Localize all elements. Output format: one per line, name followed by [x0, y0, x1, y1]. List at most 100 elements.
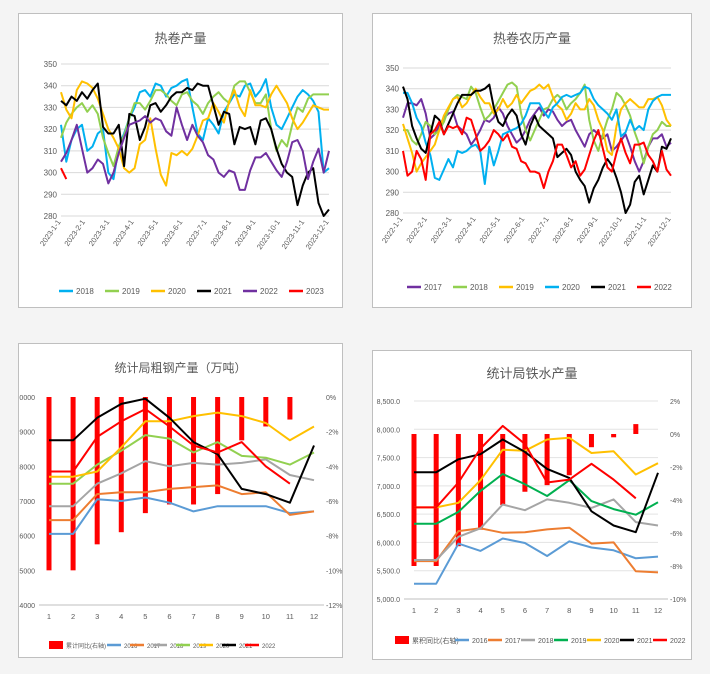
- y-tick-label: 5,000.0: [377, 597, 400, 604]
- bar-cumulative-yoy: [239, 397, 245, 441]
- legend-label: 2021: [608, 283, 626, 292]
- y-tick-label: 7,000.0: [377, 484, 400, 491]
- x-tick-label: 2023-10-1: [255, 218, 282, 251]
- bar-cumulative-yoy: [263, 397, 269, 427]
- y-tick-label: 6,000.0: [377, 540, 400, 547]
- y-tick-label: 9000: [19, 430, 35, 437]
- x-tick-label: 1: [412, 606, 416, 615]
- x-tick-label: 6: [167, 612, 171, 621]
- y-tick-label: 6000: [19, 534, 35, 541]
- x-tick-label: 2022-9-1: [575, 215, 600, 245]
- legend-swatch: [395, 636, 409, 644]
- series-line-2018: [60, 78, 330, 181]
- x-tick-label: 1: [47, 612, 51, 621]
- bar-cumulative-yoy: [500, 434, 506, 505]
- y2-tick-label: -10%: [670, 597, 686, 604]
- y-tick-label: 320: [44, 125, 58, 134]
- legend-label: 2017: [147, 644, 161, 650]
- y-tick-label: 7,500.0: [377, 456, 400, 463]
- legend-label: 2020: [604, 638, 620, 645]
- bar-cumulative-yoy: [544, 434, 550, 486]
- legend-label: 2022: [262, 644, 276, 650]
- x-tick-label: 3: [95, 612, 99, 621]
- legend-label: 2020: [216, 644, 230, 650]
- x-tick-label: 2022-4-1: [453, 215, 478, 245]
- series-line-2018: [403, 81, 671, 165]
- series-line-2019: [414, 473, 659, 525]
- x-tick-label: 2022-7-1: [526, 215, 551, 245]
- bar-cumulative-yoy: [433, 434, 439, 566]
- series-line-2016: [414, 537, 659, 585]
- y-tick-label: 8000: [19, 464, 35, 471]
- legend-label: 2021: [214, 287, 232, 296]
- bar-cumulative-yoy: [142, 397, 148, 514]
- legend-label: 2018: [76, 287, 94, 296]
- series-line-2022: [60, 106, 330, 191]
- bar-cumulative-yoy: [118, 397, 124, 533]
- y-tick-label: 5,500.0: [377, 569, 400, 576]
- bar-cumulative-yoy: [588, 434, 594, 448]
- legend-label: 2020: [168, 287, 186, 296]
- bar-cumulative-yoy: [455, 434, 461, 547]
- x-tick-label: 2023-7-1: [184, 218, 209, 248]
- y-tick-label: 300: [386, 168, 400, 177]
- bar-cumulative-yoy: [411, 434, 417, 566]
- legend-label: 2019: [193, 644, 207, 650]
- legend-label: 2018: [470, 283, 488, 292]
- y-tick-label: 280: [386, 209, 400, 218]
- y-tick-label: 340: [44, 82, 58, 91]
- x-tick-label: 2022-2-1: [404, 215, 429, 245]
- series-line-2022: [49, 408, 291, 485]
- x-tick-label: 11: [286, 612, 294, 621]
- x-tick-label: 2022-1-1: [380, 215, 405, 245]
- bar-cumulative-yoy: [522, 434, 528, 492]
- chart-title: 热卷产量: [154, 32, 207, 47]
- x-tick-label: 2023-1-1: [38, 218, 63, 248]
- y-tick-label: 350: [44, 60, 58, 69]
- x-tick-label: 2022-6-1: [502, 215, 527, 245]
- legend-label: 2019: [516, 283, 534, 292]
- y-tick-label: 350: [386, 64, 400, 73]
- x-tick-label: 2022-3-1: [429, 215, 454, 245]
- series-line-2019: [49, 434, 315, 485]
- x-tick-label: 2: [434, 606, 438, 615]
- y2-tick-label: 0%: [326, 395, 336, 402]
- chart-panel-crude-steel-output: 统计局粗钢产量（万吨） 4000 5000 6000 7000 8000 9000 1000…: [18, 343, 343, 658]
- y-tick-label: 6,500.0: [377, 512, 400, 519]
- chart-title: 统计局铁水产量: [486, 367, 578, 382]
- y2-tick-label: -2%: [670, 465, 682, 472]
- bar-cumulative-yoy: [166, 397, 172, 505]
- y-tick-label: 330: [386, 105, 400, 114]
- x-tick-label: 10: [609, 606, 617, 615]
- legend-label: 2022: [654, 283, 672, 292]
- series-line-2020: [414, 436, 659, 509]
- series-line-2021: [414, 438, 659, 534]
- series-line-2019: [60, 80, 329, 168]
- y-tick-label: 4000: [19, 603, 35, 610]
- x-tick-label: 2023-6-1: [160, 218, 185, 248]
- x-tick-label: 3: [456, 606, 460, 615]
- chart-svg: 4000 5000 6000 7000 8000 9000 10000 0% -2% -4% -6%…: [19, 395, 342, 650]
- y-tick-label: 280: [44, 212, 58, 221]
- legend-label: 2019: [571, 638, 587, 645]
- x-tick-label: 2023-8-1: [209, 218, 234, 248]
- x-tick-label: 10: [262, 612, 270, 621]
- x-tick-label: 8: [567, 606, 571, 615]
- y2-tick-label: -8%: [326, 534, 338, 541]
- x-tick-label: 5: [501, 606, 505, 615]
- y-tick-label: 320: [386, 126, 400, 135]
- series-line-2022: [414, 424, 637, 509]
- y2-tick-label: -4%: [670, 498, 682, 505]
- legend-label: 2021: [239, 644, 253, 650]
- series-line-2019: [402, 83, 672, 173]
- y2-tick-label: -6%: [670, 531, 682, 538]
- x-tick-label: 9: [240, 612, 244, 621]
- bar-cumulative-yoy: [478, 434, 484, 530]
- y-tick-label: 290: [386, 188, 400, 197]
- y2-tick-label: -12%: [326, 603, 342, 610]
- series-line-2022: [402, 116, 672, 190]
- legend-label: 2017: [424, 283, 442, 292]
- x-tick-label: 7: [545, 606, 549, 615]
- x-tick-label: 2023-9-1: [233, 218, 258, 248]
- x-tick-label: 2022-12-1: [646, 215, 673, 248]
